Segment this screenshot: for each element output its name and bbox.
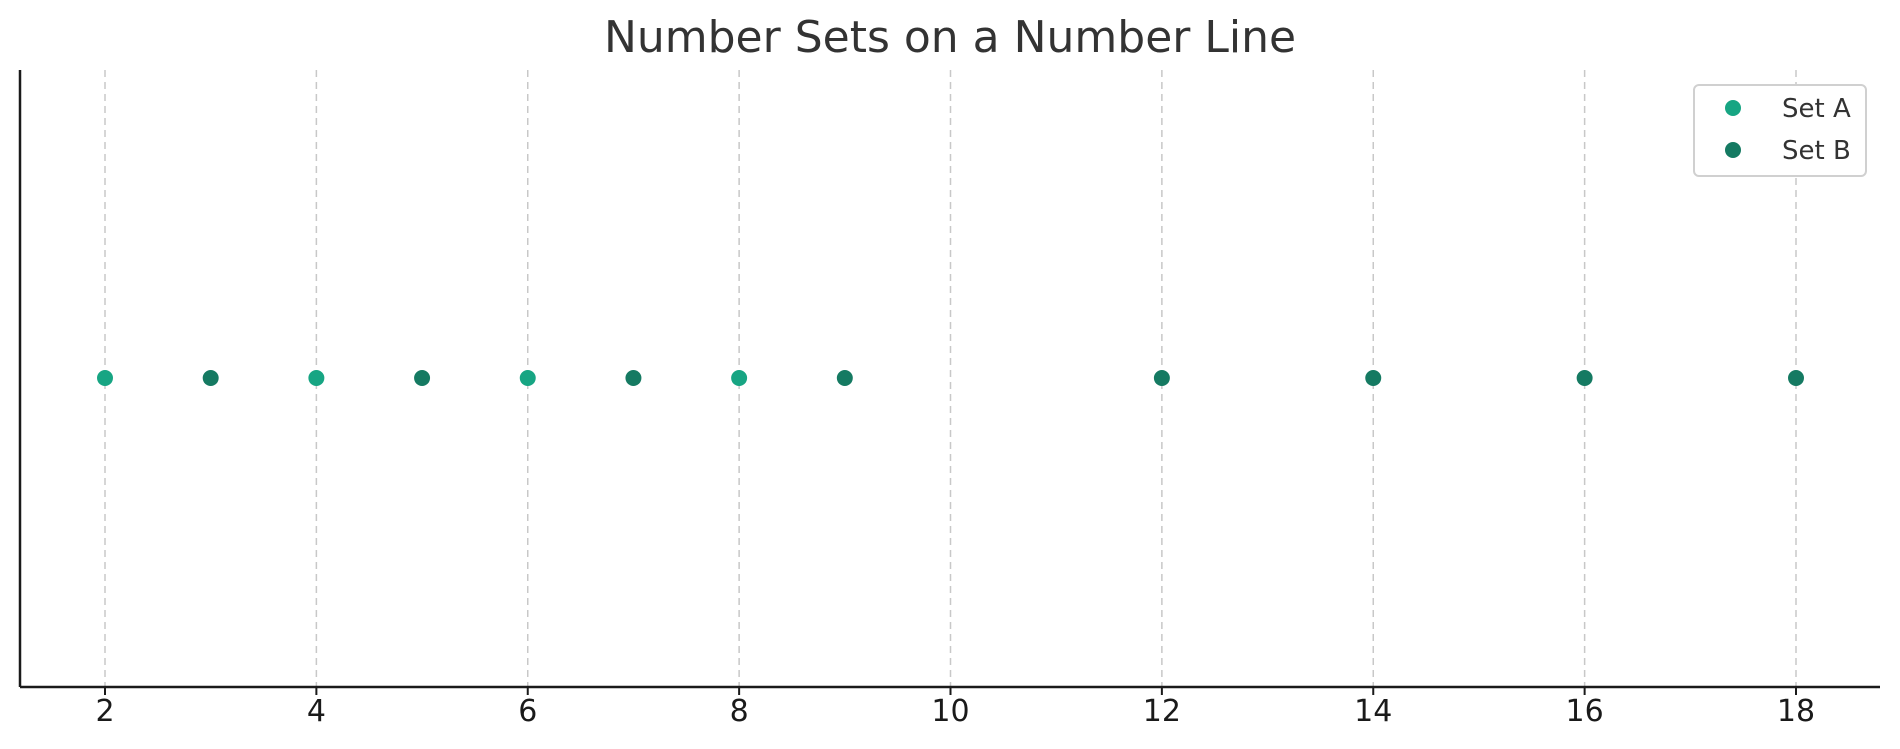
point-set-b-18 <box>1788 370 1804 386</box>
legend: Set A Set B <box>1693 84 1867 177</box>
x-tick-label-14: 14 <box>1354 694 1392 729</box>
chart-title: Number Sets on a Number Line <box>604 12 1296 63</box>
x-tick-label-18: 18 <box>1777 694 1815 729</box>
x-tick-layer: 2 4 6 8 10 12 14 16 18 <box>95 687 1815 729</box>
legend-label-set-b: Set B <box>1782 136 1851 166</box>
x-tick-label-2: 2 <box>95 694 114 729</box>
legend-marker-set-a <box>1725 100 1741 116</box>
grid-layer <box>104 70 1797 687</box>
point-set-b-5 <box>414 370 431 386</box>
legend-label-set-a: Set A <box>1782 94 1851 124</box>
x-tick-label-4: 4 <box>307 694 326 729</box>
point-set-b-3 <box>202 370 219 386</box>
axis-layer <box>18 70 1880 689</box>
point-set-b-9 <box>836 370 853 386</box>
legend-marker-set-b <box>1725 142 1741 158</box>
point-set-a-4 <box>308 370 325 386</box>
point-set-b-16 <box>1576 370 1593 386</box>
x-tick-label-12: 12 <box>1143 694 1181 729</box>
x-tick-label-6: 6 <box>518 694 537 729</box>
point-set-a-6 <box>519 370 536 386</box>
x-tick-label-10: 10 <box>931 694 969 729</box>
x-tick-label-16: 16 <box>1566 694 1604 729</box>
point-set-b-14 <box>1365 370 1382 386</box>
point-set-b-12 <box>1153 370 1170 386</box>
point-set-a-8 <box>731 370 748 386</box>
x-tick-label-8: 8 <box>730 694 749 729</box>
data-point-layer <box>97 370 1804 386</box>
point-set-a-2 <box>97 370 113 386</box>
point-set-b-7 <box>625 370 642 386</box>
